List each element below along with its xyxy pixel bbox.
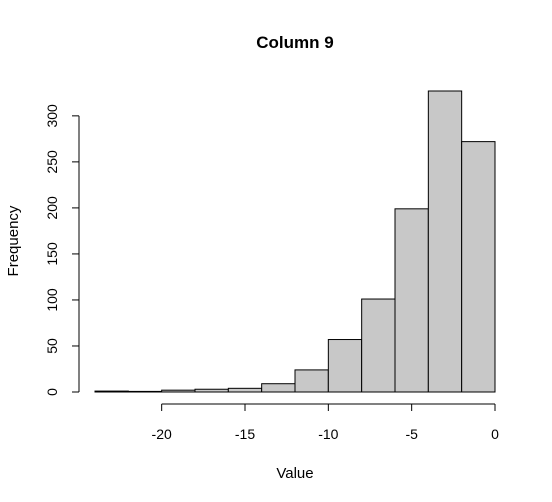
y-tick-label: 250 xyxy=(44,150,60,174)
histogram-bar xyxy=(295,370,328,392)
histogram-bar xyxy=(228,388,261,392)
x-tick-label: 0 xyxy=(491,426,499,442)
x-tick-label: -20 xyxy=(152,426,172,442)
histogram-bar xyxy=(95,391,128,392)
histogram-bar xyxy=(362,299,395,392)
y-tick-label: 0 xyxy=(44,388,60,396)
histogram-bar xyxy=(262,384,295,392)
bars-group xyxy=(95,91,495,392)
histogram-bar xyxy=(428,91,461,392)
histogram-bar xyxy=(395,209,428,392)
y-axis-label: Frequency xyxy=(5,205,22,276)
x-tick-label: -10 xyxy=(318,426,338,442)
y-tick-label: 150 xyxy=(44,242,60,266)
histogram-bar xyxy=(462,142,495,392)
x-axis: -20 -15 -10 -5 0 xyxy=(152,404,500,442)
histogram-bar xyxy=(128,391,161,392)
x-tick-label: -5 xyxy=(405,426,418,442)
histogram-bar xyxy=(162,390,195,392)
histogram-bar xyxy=(195,389,228,392)
x-axis-label: Value xyxy=(276,465,313,482)
y-tick-label: 300 xyxy=(44,104,60,128)
y-tick-label: 50 xyxy=(44,338,60,354)
y-axis: 0 50 100 150 200 250 300 xyxy=(44,104,79,396)
chart-title: Column 9 xyxy=(256,33,333,52)
histogram-bar xyxy=(328,340,361,392)
y-tick-label: 200 xyxy=(44,196,60,220)
x-tick-label: -15 xyxy=(235,426,255,442)
y-tick-label: 100 xyxy=(44,288,60,312)
